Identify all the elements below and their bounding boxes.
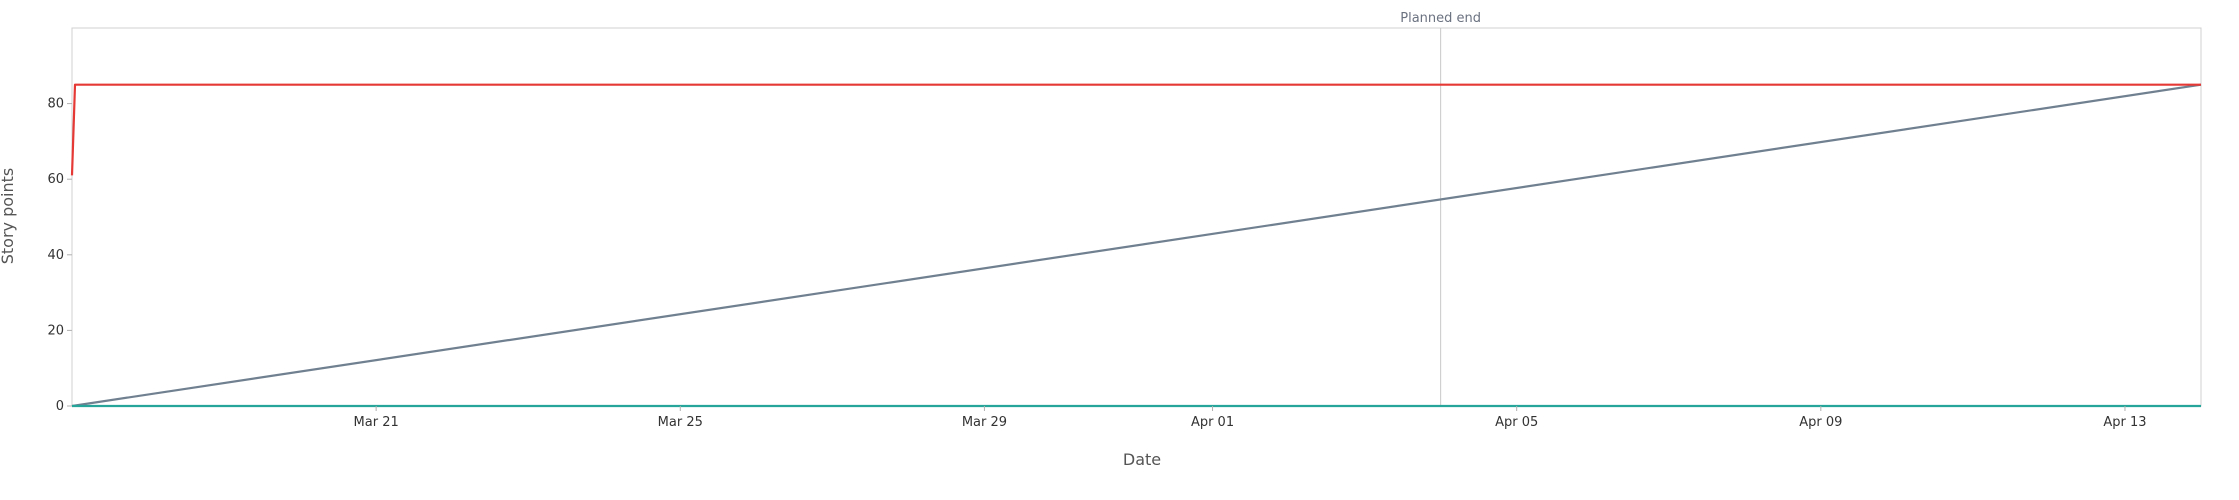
y-tick-label: 80	[47, 97, 64, 112]
y-tick-label: 60	[47, 172, 64, 187]
x-tick-label: Mar 25	[658, 415, 703, 430]
y-tick-label: 20	[47, 323, 64, 338]
x-tick-label: Mar 21	[354, 415, 399, 430]
x-tick-label: Apr 01	[1191, 415, 1234, 430]
x-tick-label: Mar 29	[962, 415, 1007, 430]
ideal-line	[71, 83, 2202, 408]
y-axis-title: Story points	[0, 168, 17, 265]
x-tick-label: Apr 09	[1799, 415, 1842, 430]
x-tick-label: Apr 13	[2103, 415, 2146, 430]
y-tick-label: 40	[47, 248, 64, 263]
x-axis-title: Date	[1123, 450, 1161, 469]
x-tick-label: Apr 05	[1495, 415, 1538, 430]
planned-end-label: Planned end	[1400, 11, 1481, 26]
scope-line	[70, 83, 2201, 176]
y-tick-label: 0	[56, 399, 64, 414]
